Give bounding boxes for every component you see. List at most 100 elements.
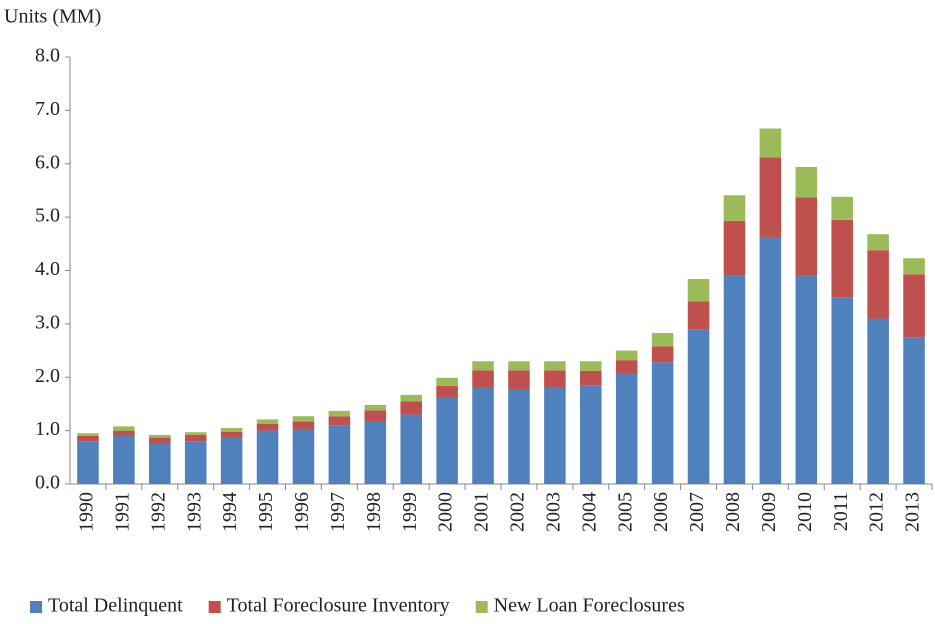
legend-label: New Loan Foreclosures <box>494 595 685 617</box>
bar-segment <box>328 416 351 426</box>
bar-segment <box>436 377 458 386</box>
bar-segment <box>292 421 315 430</box>
bar-segment <box>364 405 387 411</box>
x-tick-label: 2013 <box>902 492 924 532</box>
y-tick-label: 0.0 <box>35 472 60 494</box>
bar-segment <box>472 361 494 371</box>
bar-segment <box>687 279 710 302</box>
y-tick-label: 5.0 <box>35 205 60 227</box>
x-tick-label: 2002 <box>507 492 529 532</box>
bar-segment <box>795 275 818 484</box>
legend-swatch <box>30 601 42 613</box>
x-tick-label: 2003 <box>542 492 564 532</box>
x-tick-label: 1995 <box>255 492 277 532</box>
x-tick-label: 1994 <box>219 492 241 532</box>
bar-segment <box>364 410 387 422</box>
x-tick-label: 2000 <box>435 492 457 532</box>
bar-segment <box>113 430 135 436</box>
bar-segment <box>436 397 458 484</box>
x-tick-label: 2005 <box>614 492 636 532</box>
x-tick-label: 2008 <box>722 492 744 532</box>
bar-segment <box>328 425 351 484</box>
y-axis-title: Units (MM) <box>4 6 101 28</box>
x-tick-label: 1999 <box>399 492 421 532</box>
legend-label: Total Foreclosure Inventory <box>227 595 450 617</box>
x-tick-label: 2011 <box>830 492 852 531</box>
bar-segment <box>184 441 207 484</box>
x-tick-label: 1990 <box>76 492 98 532</box>
x-tick-label: 2006 <box>650 492 672 532</box>
bar-segment <box>149 434 171 438</box>
bar-segment <box>149 443 171 484</box>
bar-segment <box>77 435 99 442</box>
y-tick-label: 4.0 <box>35 258 60 280</box>
bar-segment <box>508 361 530 371</box>
y-tick-label: 6.0 <box>35 151 60 173</box>
bar-segment <box>184 432 207 435</box>
bar-segment <box>651 346 674 363</box>
bar-segment <box>328 410 351 417</box>
bar-segment <box>615 360 638 374</box>
bar-segment <box>580 385 602 484</box>
x-tick-label: 2009 <box>758 492 780 532</box>
bar-segment <box>292 429 315 484</box>
x-tick-label: 2004 <box>578 492 600 532</box>
legend-swatch <box>475 601 488 613</box>
x-tick-label: 1998 <box>363 492 385 532</box>
bar-segment <box>795 197 818 276</box>
y-tick-label: 8.0 <box>35 45 60 67</box>
bar-segment <box>615 350 638 361</box>
bar-segment <box>687 301 710 330</box>
x-tick-label: 2012 <box>866 492 888 532</box>
x-tick-label: 1996 <box>291 492 313 532</box>
bar-segment <box>220 437 243 484</box>
x-tick-label: 1997 <box>327 492 349 532</box>
bar-segment <box>400 394 422 402</box>
bar-segment <box>544 370 566 388</box>
bar-segment <box>508 388 530 484</box>
legend-swatch <box>208 601 221 613</box>
bar-segment <box>472 387 494 484</box>
bar-segment <box>723 220 746 276</box>
bar-segment <box>256 423 279 431</box>
bar-segment <box>831 297 853 484</box>
y-tick-label: 3.0 <box>35 311 60 333</box>
bar-segment <box>508 370 530 389</box>
x-tick-label: 1993 <box>183 492 205 532</box>
bar-segment <box>723 275 746 484</box>
bar-segment <box>723 195 746 221</box>
bar-segment <box>292 416 315 422</box>
bar-segment <box>903 337 925 484</box>
y-tick-label: 7.0 <box>35 98 60 120</box>
bar-segment <box>113 426 135 431</box>
bar-segment <box>400 414 422 484</box>
bar-segment <box>759 128 782 158</box>
bar-segment <box>831 196 853 220</box>
bar-segment <box>472 370 494 388</box>
bar-segment <box>580 370 602 386</box>
bar-segment <box>113 435 135 484</box>
bar-segment <box>184 434 207 442</box>
bar-segment <box>149 437 171 444</box>
bar-segment <box>867 234 889 251</box>
bar-segment <box>400 401 422 415</box>
bar-segment <box>831 219 853 298</box>
x-tick-label: 2001 <box>471 492 493 532</box>
x-tick-label: 2007 <box>686 492 708 532</box>
x-tick-label: 1992 <box>147 492 169 532</box>
bar-segment <box>903 274 925 338</box>
legend-label: Total Delinquent <box>48 595 183 617</box>
x-tick-label: 2010 <box>794 492 816 532</box>
bar-segment <box>364 421 387 484</box>
bar-segment <box>544 387 566 484</box>
bar-segment <box>77 433 99 436</box>
bar-segment <box>651 362 674 484</box>
x-tick-label: 1991 <box>111 492 133 532</box>
bar-segment <box>220 427 243 432</box>
bar-segment <box>220 431 243 438</box>
y-tick-label: 2.0 <box>35 365 60 387</box>
bar-segment <box>759 157 782 238</box>
y-tick-label: 1.0 <box>35 418 60 440</box>
bar-segment <box>759 237 782 484</box>
bar-segment <box>903 258 925 275</box>
